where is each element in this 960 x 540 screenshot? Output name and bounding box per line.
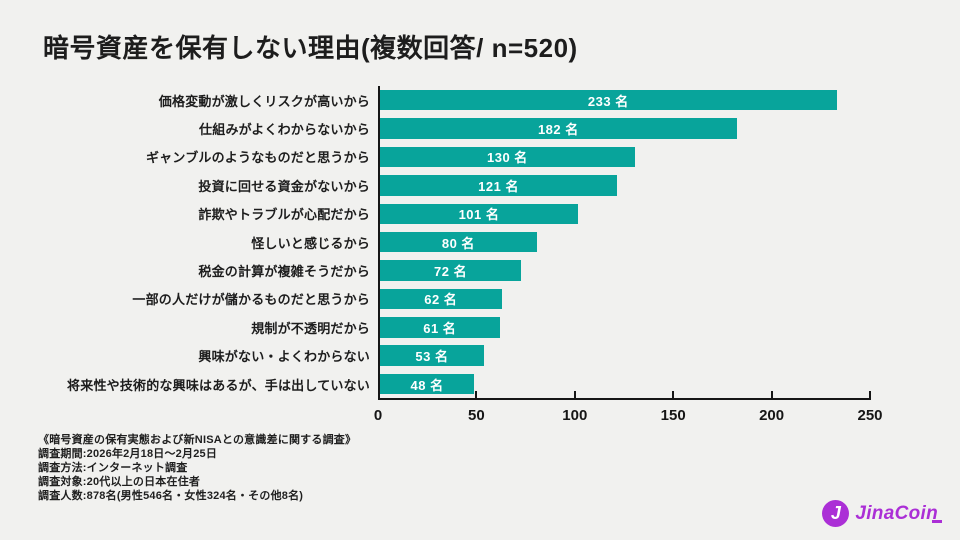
bar-row: 規制が不透明だから 61 名 bbox=[38, 313, 870, 342]
x-axis-line bbox=[378, 391, 871, 401]
bar-row: 税金の計算が複雑そうだから 72 名 bbox=[38, 256, 870, 285]
bar-track: 182 名 bbox=[378, 114, 870, 143]
survey-note-line: 調査人数:878名(男性546名・女性324名・その他8名) bbox=[38, 490, 304, 502]
axis-tick bbox=[573, 391, 576, 401]
axis-tick-label: 150 bbox=[660, 407, 686, 425]
bar-value-label: 48 名 bbox=[410, 377, 444, 393]
bar: 53 名 bbox=[380, 345, 484, 366]
bar: 121 名 bbox=[380, 175, 618, 196]
bar: 101 名 bbox=[380, 203, 578, 224]
category-label: 詐欺やトラブルが心配だから bbox=[198, 207, 370, 223]
bar-row: 詐欺やトラブルが心配だから 101 名 bbox=[38, 199, 870, 228]
bar: 80 名 bbox=[380, 231, 537, 253]
bar-value-label: 130 名 bbox=[486, 150, 528, 166]
category-label: 怪しいと感じるから bbox=[251, 235, 370, 251]
bar-value-label: 233 名 bbox=[587, 93, 629, 109]
bar-row: 興味がない・よくわからない 53 名 bbox=[38, 341, 870, 370]
bar: 48 名 bbox=[380, 373, 475, 395]
bar-track: 233 名 bbox=[378, 86, 870, 115]
bar: 62 名 bbox=[380, 288, 502, 310]
bar-chart: 価格変動が激しくリスクが高いから 233 名 仕組みがよくわからないから 182… bbox=[38, 86, 883, 426]
coin-logo-icon: J bbox=[822, 500, 850, 527]
bar-row: 仕組みがよくわからないから 182 名 bbox=[38, 114, 870, 143]
bar-value-label: 121 名 bbox=[478, 178, 519, 194]
bar-track: 62 名 bbox=[378, 284, 870, 314]
x-axis-labels: 0 50 100 150 200 250 bbox=[374, 400, 883, 426]
bar-value-label: 80 名 bbox=[441, 235, 475, 251]
bar-value-label: 72 名 bbox=[434, 264, 468, 280]
survey-note-line: 調査対象:20代以上の日本在住者 bbox=[38, 476, 201, 488]
bar-row: 投資に回せる資金がないから 121 名 bbox=[38, 171, 870, 200]
bar-value-label: 62 名 bbox=[424, 292, 458, 308]
bar: 130 名 bbox=[380, 146, 635, 168]
survey-note-line: 調査方法:インターネット調査 bbox=[38, 462, 188, 474]
bar-track: 72 名 bbox=[378, 256, 870, 285]
brand-logo: J JinaCoin bbox=[822, 500, 942, 527]
bar-value-label: 182 名 bbox=[537, 122, 579, 138]
category-label: 仕組みがよくわからないから bbox=[199, 122, 370, 138]
category-label: 一部の人だけが儲かるものだと思うから bbox=[132, 292, 370, 308]
category-label: 価格変動が激しくリスクが高いから bbox=[158, 93, 370, 109]
bar-row: 価格変動が激しくリスクが高いから 233 名 bbox=[38, 86, 870, 115]
category-label: 税金の計算が複雑そうだから bbox=[198, 264, 370, 280]
category-label: 将来性や技術的な興味はあるが、手は出していない bbox=[67, 377, 370, 393]
axis-tick bbox=[869, 391, 871, 401]
axis-tick-label: 100 bbox=[562, 407, 588, 425]
category-label: 興味がない・よくわからない bbox=[198, 349, 370, 365]
bar-rows: 価格変動が激しくリスクが高いから 233 名 仕組みがよくわからないから 182… bbox=[38, 86, 870, 399]
bar-track: 101 名 bbox=[378, 199, 870, 228]
bar-row: ギャンブルのようなものだと思うから 130 名 bbox=[38, 142, 870, 172]
bar-value-label: 53 名 bbox=[415, 349, 449, 365]
bar-track: 80 名 bbox=[378, 227, 870, 257]
survey-note-line: 《暗号資産の保有実態および新NISAとの意識差に関する調査》 bbox=[38, 434, 357, 446]
axis-tick bbox=[770, 391, 773, 401]
survey-note-line: 調査期間:2026年2月18日〜2月25日 bbox=[38, 448, 218, 460]
bar-row: 一部の人だけが儲かるものだと思うから 62 名 bbox=[38, 284, 870, 314]
bar-track: 121 名 bbox=[378, 171, 870, 200]
survey-notes: 《暗号資産の保有実態および新NISAとの意識差に関する調査》 調査期間:2026… bbox=[38, 433, 356, 503]
axis-tick bbox=[672, 391, 675, 401]
brand-name: JinaCoin bbox=[855, 502, 942, 524]
axis-tick-label: 250 bbox=[857, 407, 883, 425]
axis-tick bbox=[475, 391, 478, 401]
bar-track: 53 名 bbox=[378, 341, 870, 370]
bar: 61 名 bbox=[380, 317, 500, 338]
axis-tick-label: 50 bbox=[468, 407, 485, 425]
bar: 182 名 bbox=[380, 118, 737, 139]
bar: 72 名 bbox=[380, 260, 522, 281]
bar: 233 名 bbox=[380, 89, 837, 111]
bar-value-label: 101 名 bbox=[458, 207, 500, 223]
axis-tick-label: 0 bbox=[373, 407, 383, 425]
axis-tick-label: 200 bbox=[759, 407, 785, 425]
bar-track: 48 名 bbox=[378, 369, 870, 399]
category-label: 規制が不透明だから bbox=[251, 320, 370, 336]
bar-row: 怪しいと感じるから 80 名 bbox=[38, 227, 870, 257]
category-label: 投資に回せる資金がないから bbox=[198, 178, 370, 194]
bar-value-label: 61 名 bbox=[423, 320, 457, 336]
bar-track: 61 名 bbox=[378, 313, 870, 342]
bar-track: 130 名 bbox=[378, 142, 870, 172]
chart-title: 暗号資産を保有しない理由(複数回答/ n=520) bbox=[43, 33, 578, 63]
bar-row: 将来性や技術的な興味はあるが、手は出していない 48 名 bbox=[38, 369, 870, 399]
category-label: ギャンブルのようなものだと思うから bbox=[145, 150, 370, 166]
